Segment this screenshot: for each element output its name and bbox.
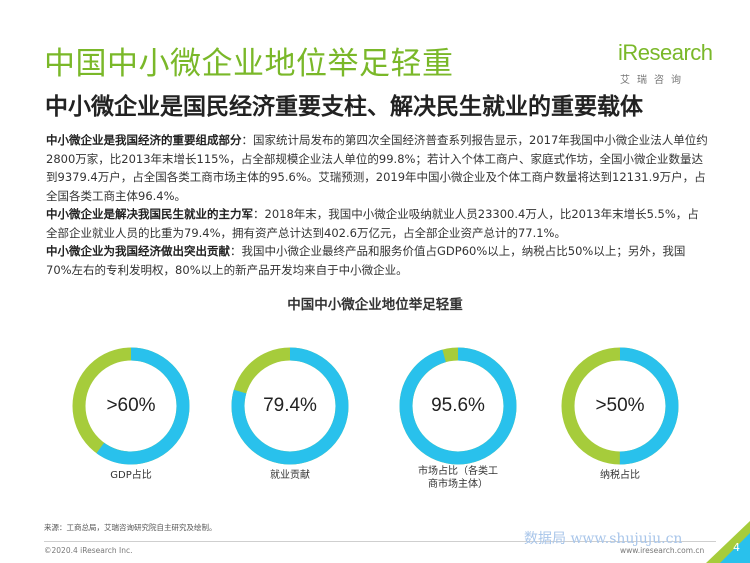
logo-wordmark: iResearch	[618, 40, 713, 65]
paragraph-2: 中小微企业是解决我国民生就业的主力军：2018年末，我国中小微企业吸纳就业人员2…	[46, 205, 710, 242]
paragraph-3: 中小微企业为我国经济做出突出贡献：我国中小微企业最终产品和服务价值占GDP60%…	[46, 242, 710, 279]
copyright: ©2020.4 iResearch Inc.	[44, 546, 133, 555]
donut-market-label: 市场占比（各类工商市场主体）	[418, 466, 498, 490]
iresearch-logo: iResearch 艾瑞咨询	[618, 40, 718, 86]
donut-employment: 79.4%	[231, 347, 349, 465]
body-text: 中小微企业是我国经济的重要组成部分：国家统计局发布的第四次全国经济普查系列报告显…	[46, 131, 710, 279]
logo-subtitle: 艾瑞咨询	[620, 75, 688, 86]
paragraph-1-heading: 中小微企业是我国经济的重要组成部分	[46, 133, 242, 147]
donut-gdp-share-arc	[72, 347, 190, 465]
donut-gdp-chart	[72, 347, 190, 465]
chart-title: 中国中小微企业地位举足轻重	[287, 297, 463, 313]
paragraph-3-text: ：我国中小微企业最终产品和服务价值占GDP60%以上，纳税占比50%以上；另外，…	[46, 244, 686, 277]
donut-market: 95.6%	[399, 347, 517, 465]
donut-tax-share-arc	[561, 347, 679, 465]
page-number: 4	[733, 541, 740, 554]
paragraph-2-heading: 中小微企业是解决我国民生就业的主力军	[46, 207, 253, 221]
paragraph-2-text: ：2018年末，我国中小微企业吸纳就业人员23300.4万人，比2013年末增长…	[46, 207, 699, 240]
donut-gdp-label: GDP占比	[110, 470, 152, 481]
donut-employment-label: 就业贡献	[270, 470, 310, 481]
donut-tax: >50%	[561, 347, 679, 465]
donut-tax-label: 纳税占比	[600, 470, 640, 481]
donut-market-value: 95.6%	[431, 395, 485, 416]
page-subtitle: 中小微企业是国民经济重要支柱、解决民生就业的重要载体	[45, 94, 643, 120]
source-note: 来源：工商总局，艾瑞咨询研究院自主研究及绘制。	[44, 523, 217, 532]
paragraph-1: 中小微企业是我国经济的重要组成部分：国家统计局发布的第四次全国经济普查系列报告显…	[46, 131, 710, 205]
page-corner-decoration	[706, 521, 750, 563]
website-url: www.iresearch.com.cn	[620, 546, 705, 555]
corner-blue	[720, 533, 750, 563]
donut-market-share-arc	[399, 347, 517, 465]
watermark: 数据局 www.shujuju.cn	[524, 531, 683, 547]
paragraph-3-heading: 中小微企业为我国经济做出突出贡献	[46, 244, 230, 258]
paragraph-1-text: ：国家统计局发布的第四次全国经济普查系列报告显示，2017年我国中小微企业法人单…	[46, 133, 708, 203]
donut-employment-value: 79.4%	[263, 395, 317, 416]
donut-tax-value: >50%	[595, 395, 645, 416]
donut-tax-chart	[561, 347, 679, 465]
donut-employment-chart	[231, 347, 349, 465]
donut-employment-share-arc	[231, 347, 349, 465]
footer-divider	[44, 541, 716, 542]
donut-market-chart	[399, 347, 517, 465]
donut-gdp-value: >60%	[106, 395, 156, 416]
page-title: 中国中小微企业地位举足轻重	[44, 46, 454, 82]
donut-gdp: >60%	[72, 347, 190, 465]
